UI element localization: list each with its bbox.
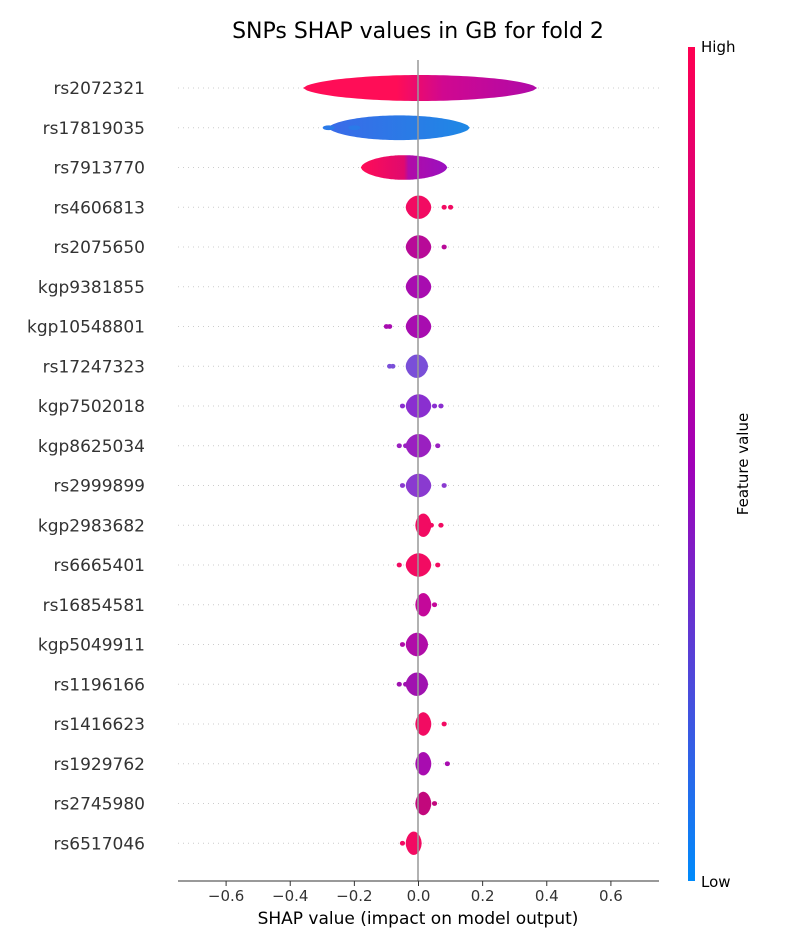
violin-shape xyxy=(415,513,432,537)
x-axis-ticks: −0.6 −0.4 −0.2 0.0 0.2 0.4 0.6 xyxy=(208,881,623,905)
outlier-point xyxy=(387,324,393,329)
outlier-point xyxy=(399,403,406,409)
feature-label: kgp10548801 xyxy=(27,318,145,338)
outlier-point xyxy=(431,602,438,608)
outlier-point xyxy=(406,642,412,647)
outlier-point xyxy=(428,522,434,528)
feature-label: rs16854581 xyxy=(43,596,145,616)
violin-shape xyxy=(328,115,470,141)
outlier-point xyxy=(438,522,444,528)
violin-shape xyxy=(415,593,432,617)
x-tick-label: −0.6 xyxy=(208,887,244,905)
outlier-point xyxy=(322,125,335,131)
outlier-point xyxy=(399,840,406,846)
feature-label: kgp5049911 xyxy=(38,636,145,656)
violin-shape xyxy=(415,712,432,736)
outlier-point xyxy=(425,801,431,806)
outlier-point xyxy=(438,403,444,409)
outlier-point xyxy=(409,840,415,846)
x-tick-label: 0.4 xyxy=(535,887,559,905)
outlier-point xyxy=(441,204,447,210)
violin-shape xyxy=(405,672,429,696)
violin-shape xyxy=(415,752,432,776)
feature-label: rs4606813 xyxy=(53,198,145,218)
outlier-point xyxy=(396,443,402,449)
x-tick-label: −0.2 xyxy=(336,887,372,905)
feature-label: rs1416623 xyxy=(53,715,145,735)
x-tick-label: −0.4 xyxy=(272,887,308,905)
outlier-point xyxy=(441,483,447,488)
feature-label: rs17819035 xyxy=(43,119,145,139)
feature-label: kgp8625034 xyxy=(38,437,145,457)
feature-label: rs6665401 xyxy=(53,556,145,576)
colorbar xyxy=(688,47,695,881)
outlier-point xyxy=(431,801,438,806)
violin-shape xyxy=(405,632,429,657)
feature-label: rs2745980 xyxy=(53,795,145,815)
feature-label: rs2072321 xyxy=(53,79,145,99)
outlier-point xyxy=(435,443,441,449)
outlier-point xyxy=(390,363,396,369)
colorbar-title: Feature value xyxy=(734,413,752,515)
chart-title: SNPs SHAP values in GB for fold 2 xyxy=(232,19,604,44)
violin-shape xyxy=(405,354,429,378)
feature-rows: rs2072321 rs17819035 rs7913770 rs4606813 rs2… xyxy=(27,75,659,855)
outlier-point xyxy=(348,125,361,131)
outlier-point xyxy=(403,681,409,687)
outlier-point xyxy=(396,562,402,568)
feature-label: rs2075650 xyxy=(53,238,145,258)
outlier-point xyxy=(441,244,447,250)
violin-shape xyxy=(303,75,538,101)
outlier-point xyxy=(435,562,441,568)
outlier-point xyxy=(444,761,450,767)
colorbar-low-label: Low xyxy=(701,873,731,891)
outlier-point xyxy=(396,681,402,687)
feature-label: rs1196166 xyxy=(53,675,145,695)
outlier-point xyxy=(447,204,454,210)
outlier-point xyxy=(399,642,406,647)
outlier-point xyxy=(441,721,447,727)
feature-label: rs17247323 xyxy=(43,357,145,377)
violin-shape xyxy=(415,791,432,816)
feature-label: rs1929762 xyxy=(53,755,145,775)
feature-label: kgp7502018 xyxy=(38,397,145,417)
outlier-point xyxy=(431,403,438,409)
feature-label: rs6517046 xyxy=(53,834,145,854)
colorbar-high-label: High xyxy=(701,38,735,56)
outlier-point xyxy=(399,483,406,488)
outlier-point xyxy=(403,443,409,449)
x-axis-label: SHAP value (impact on model output) xyxy=(258,909,579,929)
feature-label: kgp2983682 xyxy=(38,516,145,536)
feature-label: kgp9381855 xyxy=(38,278,145,298)
x-tick-label: 0.2 xyxy=(471,887,495,905)
feature-label: rs2999899 xyxy=(53,477,145,497)
x-tick-label: 0.0 xyxy=(407,887,431,905)
violin-shape xyxy=(360,155,448,180)
feature-label: rs7913770 xyxy=(53,159,145,179)
x-tick-label: 0.6 xyxy=(599,887,623,905)
